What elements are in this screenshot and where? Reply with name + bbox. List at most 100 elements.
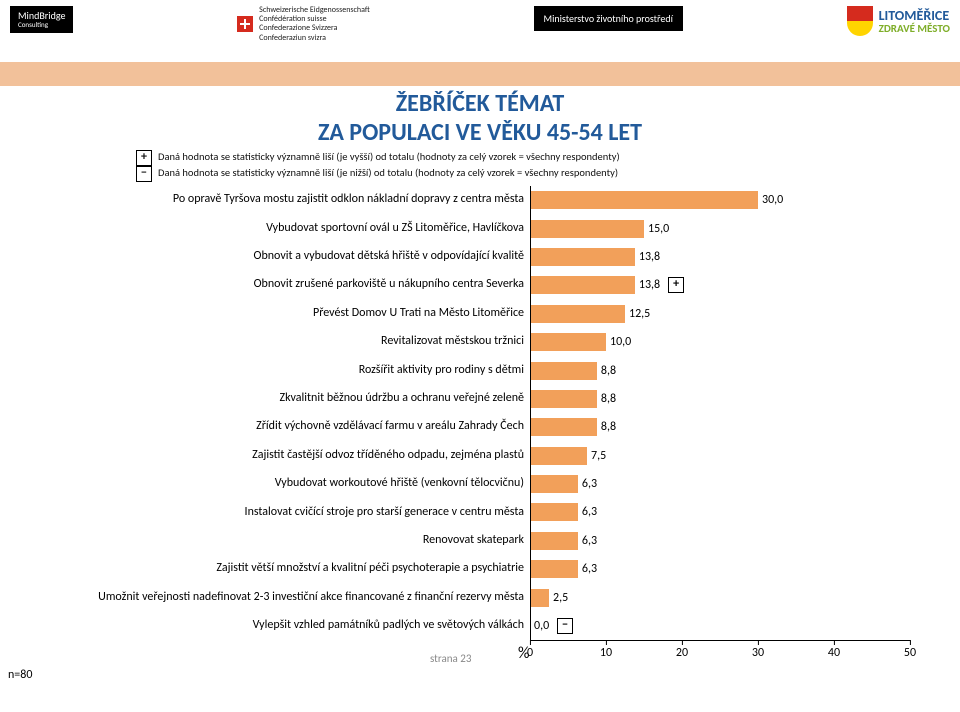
category-label: Po opravě Tyršova mostu zajistit odklon … — [0, 193, 530, 207]
category-label: Renovovat skatepark — [0, 534, 530, 548]
bar — [530, 191, 758, 209]
title-line1: ŽEBŘÍČEK TÉMAT — [0, 90, 960, 119]
category-label: Revitalizovat městskou tržnici — [0, 335, 530, 349]
bar-value-number: 8,8 — [601, 364, 616, 378]
bar-value: 10,0 — [606, 333, 631, 351]
bar-row: Instalovat cvičící stroje pro starší gen… — [0, 498, 960, 526]
bar-row: Zajistit větší množství a kvalitní péči … — [0, 555, 960, 583]
bar-value-number: 7,5 — [591, 449, 606, 463]
minus-icon: − — [557, 618, 573, 634]
header-band — [0, 62, 960, 86]
category-label: Obnovit zrušené parkoviště u nákupního c… — [0, 278, 530, 292]
swiss-flag-icon — [237, 16, 253, 32]
bar-value: 6,3 — [578, 532, 597, 550]
category-label: Zajistit častější odvoz tříděného odpadu… — [0, 449, 530, 463]
bar-value: 8,8 — [597, 362, 616, 380]
bar-plot: 13,8 + — [530, 276, 910, 294]
bar-value-number: 6,3 — [582, 477, 597, 491]
bar-plot: 12,5 — [530, 305, 910, 323]
bar-value: 6,3 — [578, 560, 597, 578]
bar-value: 12,5 — [625, 305, 650, 323]
bar-plot: 30,0 — [530, 191, 910, 209]
plus-icon: + — [668, 277, 684, 293]
bar-plot: 15,0 — [530, 220, 910, 238]
bar — [530, 418, 597, 436]
bar — [530, 276, 635, 294]
bar-row: Po opravě Tyršova mostu zajistit odklon … — [0, 186, 960, 214]
category-label: Rozšířit aktivity pro rodiny s dětmi — [0, 364, 530, 378]
bar-row: Umožnit veřejnosti nadefinovat 2-3 inves… — [0, 583, 960, 611]
significance-legend: + Daná hodnota se statisticky významně l… — [136, 150, 956, 182]
category-label: Instalovat cvičící stroje pro starší gen… — [0, 506, 530, 520]
category-label: Zajistit větší množství a kvalitní péči … — [0, 562, 530, 576]
bar-plot: 0,0− — [530, 617, 910, 635]
bar — [530, 220, 644, 238]
bar — [530, 475, 578, 493]
bar — [530, 248, 635, 266]
category-label: Zkvalitnit běžnou údržbu a ochranu veřej… — [0, 392, 530, 406]
litomerice-top: LITOMĚŘICE — [879, 9, 950, 23]
bar-row: Rozšířit aktivity pro rodiny s dětmi 8,8 — [0, 356, 960, 384]
plus-icon: + — [136, 150, 152, 166]
city-crest-icon — [847, 6, 873, 36]
page-number: strana 23 — [430, 652, 471, 665]
bar-value: 15,0 — [644, 220, 669, 238]
bar-value: 8,8 — [597, 390, 616, 408]
bar-plot: 8,8 — [530, 362, 910, 380]
bar — [530, 532, 578, 550]
bar-plot: 8,8 — [530, 390, 910, 408]
axis-unit-label: % — [518, 644, 529, 663]
bar-value: 2,5 — [549, 589, 568, 607]
bar-value-number: 13,8 — [639, 278, 660, 292]
category-label: Převést Domov U Trati na Město Litoměřic… — [0, 307, 530, 321]
bar-value-number: 6,3 — [582, 562, 597, 576]
bar-row: Revitalizovat městskou tržnici 10,0 — [0, 328, 960, 356]
mindbridge-logo: MindBridge Consulting — [10, 6, 73, 33]
category-label: Umožnit veřejnosti nadefinovat 2-3 inves… — [0, 591, 530, 605]
bar-value: 6,3 — [578, 475, 597, 493]
bar-value-number: 30,0 — [762, 193, 783, 207]
bar-value-number: 12,5 — [629, 307, 650, 321]
bar-value-number: 2,5 — [553, 591, 568, 605]
bar — [530, 305, 625, 323]
bar-plot: 2,5 — [530, 589, 910, 607]
bar — [530, 390, 597, 408]
bar-plot: 10,0 — [530, 333, 910, 351]
bar-value-number: 8,8 — [601, 420, 616, 434]
header-logo-strip: MindBridge Consulting Schweizerische Eid… — [0, 0, 960, 62]
bar-value-number: 10,0 — [610, 335, 631, 349]
litomerice-logo: LITOMĚŘICE ZDRAVÉ MĚSTO — [847, 6, 950, 36]
bar-rows: Po opravě Tyršova mostu zajistit odklon … — [0, 186, 960, 640]
bar — [530, 503, 578, 521]
bar-value-number: 13,8 — [639, 250, 660, 264]
bar-value: 13,8 + — [635, 276, 684, 294]
minus-icon: − — [136, 166, 152, 182]
bar-plot: 7,5 — [530, 447, 910, 465]
bar-plot: 6,3 — [530, 560, 910, 578]
bar-value-number: 0,0 — [534, 619, 549, 633]
mindbridge-sub: Consulting — [18, 21, 65, 29]
bar — [530, 589, 549, 607]
bar — [530, 333, 606, 351]
bar-value-number: 15,0 — [648, 222, 669, 236]
bar-value-number: 8,8 — [601, 392, 616, 406]
bar-row: Vybudovat sportovní ovál u ZŠ Litoměřice… — [0, 214, 960, 242]
bar-value-number: 6,3 — [582, 505, 597, 519]
bar-value: 13,8 — [635, 248, 660, 266]
bar-row: Vybudovat workoutové hřiště (venkovní tě… — [0, 470, 960, 498]
bar — [530, 447, 587, 465]
bar-value: 30,0 — [758, 191, 783, 209]
bar-plot: 6,3 — [530, 475, 910, 493]
legend-minus-text: Daná hodnota se statisticky významně liš… — [158, 166, 618, 180]
x-tick: 50 — [904, 640, 916, 660]
sample-size: n=80 — [8, 668, 32, 682]
x-tick: 20 — [676, 640, 688, 660]
bar-row: Zajistit častější odvoz tříděného odpadu… — [0, 442, 960, 470]
category-label: Vylepšit vzhled památníků padlých ve svě… — [0, 619, 530, 633]
bar-row: Zkvalitnit běžnou údržbu a ochranu veřej… — [0, 385, 960, 413]
category-label: Vybudovat sportovní ovál u ZŠ Litoměřice… — [0, 222, 530, 236]
bar-value: 7,5 — [587, 447, 606, 465]
bar-plot: 6,3 — [530, 532, 910, 550]
bar-plot: 13,8 — [530, 248, 910, 266]
bar — [530, 362, 597, 380]
